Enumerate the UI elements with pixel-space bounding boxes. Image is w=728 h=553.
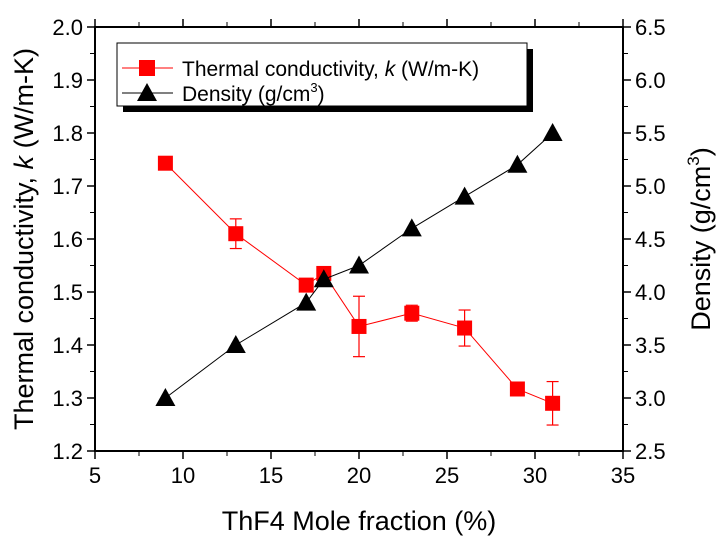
- density-marker: [349, 255, 369, 274]
- y-left-tick-label: 1.3: [52, 386, 83, 411]
- x-tick-label: 15: [259, 463, 283, 488]
- y-left-tick-label: 1.2: [52, 439, 83, 464]
- density-marker: [454, 186, 475, 205]
- legend-density-label: Density (g/cm3): [182, 80, 325, 106]
- x-tick-label: 25: [435, 463, 459, 488]
- y-axis-label-right: Density (g/cm3): [684, 147, 716, 331]
- axes: 5 10 15 20 25 30 35 1.2 1.3 1.4 1.5 1.6 1.7 1.8 1.9 2.0…: [52, 15, 665, 488]
- y-right-tick-label: 4.0: [635, 280, 666, 305]
- y-axis-label-left: Thermal conductivity, k (W/m-K): [9, 48, 39, 430]
- k-marker: [509, 381, 525, 397]
- k-marker: [545, 395, 561, 411]
- y-right-tick-label: 5.5: [635, 121, 666, 146]
- x-tick-label: 35: [611, 463, 635, 488]
- k-marker: [298, 277, 314, 293]
- legend-k-marker: [139, 60, 155, 76]
- x-tick-label: 30: [523, 463, 547, 488]
- y-right-tick-label: 4.5: [635, 227, 666, 252]
- y-right-tick-label: 5.0: [635, 174, 666, 199]
- series: [155, 123, 563, 426]
- density-marker: [542, 123, 563, 141]
- y-left-tick-label: 1.5: [52, 280, 83, 305]
- y-left-tick-label: 2.0: [52, 15, 83, 40]
- density-marker: [313, 269, 334, 288]
- density-marker: [401, 218, 422, 237]
- k-line: [165, 162, 553, 404]
- y-left-tick-label: 1.7: [52, 174, 83, 199]
- legend-box: [116, 42, 528, 107]
- y-left-tick-label: 1.8: [52, 121, 83, 146]
- y-right-tick-label: 6.5: [635, 15, 666, 40]
- density-marker: [507, 154, 528, 173]
- legend: Thermal conductivity, k (W/m-K) Density …: [116, 42, 533, 112]
- legend-density-marker: [137, 83, 157, 101]
- legend-k-label: Thermal conductivity, k (W/m-K): [182, 58, 479, 81]
- y-right-tick-label: 3.0: [635, 386, 666, 411]
- k-marker: [228, 226, 244, 242]
- y-left-tick-label: 1.9: [52, 68, 83, 93]
- x-tick-label: 20: [347, 463, 371, 488]
- k-marker: [157, 155, 173, 171]
- y-left-tick-label: 1.6: [52, 227, 83, 252]
- k-marker: [404, 305, 420, 321]
- density-marker: [155, 388, 176, 406]
- x-tick-label: 10: [171, 463, 195, 488]
- k-marker: [457, 320, 473, 336]
- density-marker: [225, 335, 246, 353]
- density-marker: [296, 292, 317, 311]
- y-right-tick-label: 2.5: [635, 439, 666, 464]
- y-left-tick-label: 1.4: [52, 333, 83, 358]
- x-tick-label: 5: [89, 463, 101, 488]
- k-marker: [351, 318, 367, 334]
- y-right-tick-label: 3.5: [635, 333, 666, 358]
- x-axis-label: ThF4 Mole fraction (%): [222, 506, 497, 536]
- y-right-tick-label: 6.0: [635, 68, 666, 93]
